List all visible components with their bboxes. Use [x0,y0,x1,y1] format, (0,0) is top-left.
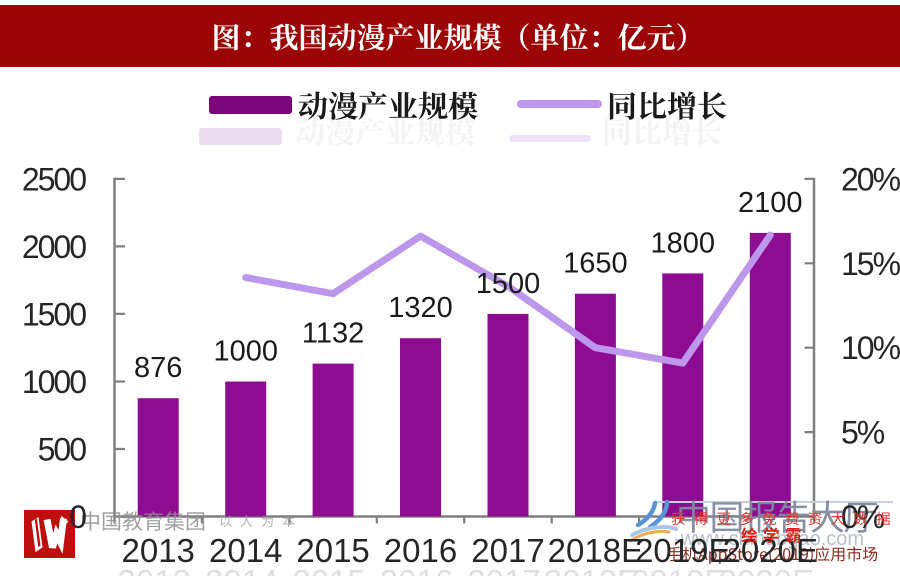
svg-text:2017: 2017 [471,532,544,569]
svg-text:1132: 1132 [302,318,364,350]
svg-text:2500: 2500 [22,161,86,197]
svg-text:1320: 1320 [388,292,453,324]
svg-text:0: 0 [69,499,86,535]
svg-text:20%: 20% [841,161,900,197]
svg-text:876: 876 [134,352,182,384]
svg-text:1650: 1650 [563,248,628,280]
svg-text:1800: 1800 [651,227,716,259]
svg-text:1000: 1000 [213,336,278,368]
svg-text:2100: 2100 [738,187,803,219]
svg-text:2018E: 2018E [548,532,643,569]
svg-text:15%: 15% [841,246,900,282]
svg-text:2014: 2014 [209,532,282,569]
svg-text:1000: 1000 [22,364,86,400]
svg-text:10%: 10% [841,330,900,366]
svg-text:2015: 2015 [296,532,369,569]
svg-text:1500: 1500 [476,268,541,300]
svg-text:2016: 2016 [384,532,457,569]
svg-text:2013: 2013 [121,532,194,569]
svg-text:1500: 1500 [22,296,86,332]
svg-text:500: 500 [38,432,87,468]
svg-text:2019E: 2019E [635,532,730,569]
svg-text:2000: 2000 [22,229,86,265]
svg-text:5%: 5% [841,415,885,451]
svg-text:-www.chinabgao.com: -www.chinabgao.com [674,528,864,550]
